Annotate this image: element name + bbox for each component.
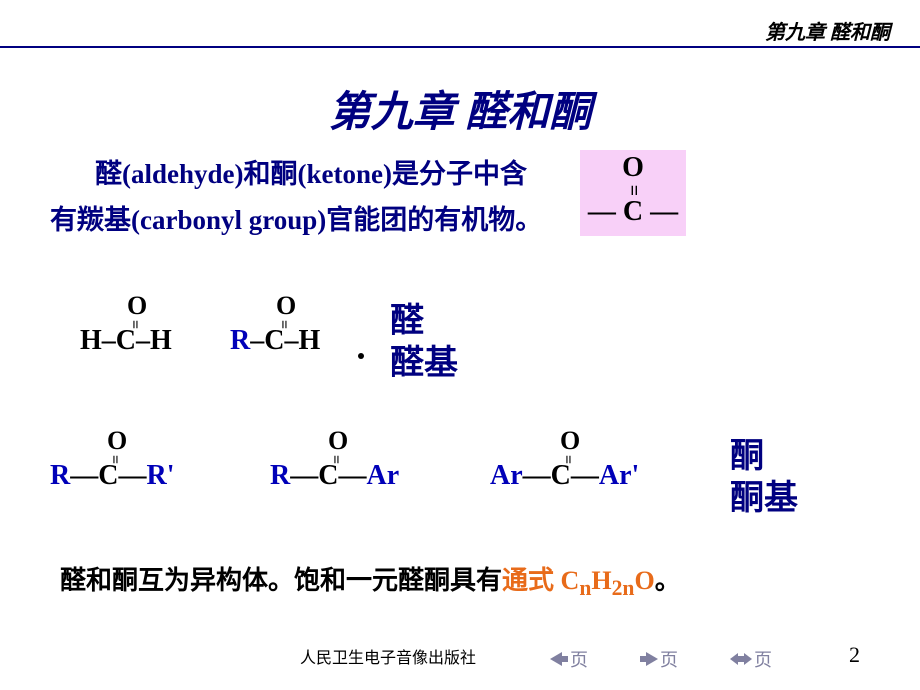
ketone-row: O = R—C—R' O = R—C—Ar O = Ar—C—Ar' 酮 酮基: [50, 420, 870, 520]
bottom-sentence: 醛和酮互为异构体。饱和一元醛酮具有通式 CnH2nO。: [60, 560, 681, 601]
footer-publisher: 人民卫生电子音像出版社: [300, 644, 476, 668]
left-h: H: [80, 325, 102, 356]
ketone-arar-structure: O = Ar—C—Ar': [490, 460, 639, 492]
page-title: 第九章 醛和酮: [0, 78, 920, 139]
c-atom: C: [551, 460, 571, 491]
nav-next-button[interactable]: 页: [640, 646, 678, 672]
o-atom: O: [107, 426, 127, 456]
right-h: H: [298, 325, 320, 356]
carbonyl-double-bond: =: [621, 185, 644, 194]
o-atom: O: [560, 426, 580, 456]
aldehyde-general-structure: O = R–C–H: [230, 325, 320, 357]
r-group: R: [270, 460, 290, 491]
double-bond-icon: =: [105, 455, 123, 463]
c-atom: C: [116, 325, 136, 356]
c-atom: C: [264, 325, 284, 356]
ar-group: Ar: [490, 460, 523, 491]
double-bond-icon: =: [125, 320, 143, 328]
arrow-right-icon: [640, 652, 658, 666]
bottom-orange: 通式: [502, 566, 561, 595]
r-group: R: [230, 325, 250, 356]
nav-home-button[interactable]: 页: [730, 646, 772, 672]
intro-text: 醛(aldehyde)和酮(ketone)是分子中含 有羰基(carbonyl …: [50, 152, 560, 244]
page-number: 2: [849, 642, 860, 668]
ketone-rr-structure: O = R—C—R': [50, 460, 174, 492]
bullet-icon: [358, 353, 364, 359]
formaldehyde-structure: O = H–C–H: [80, 325, 172, 357]
o-atom: O: [127, 291, 147, 321]
nav-prev-label: 页: [570, 646, 588, 672]
nav-next-label: 页: [660, 646, 678, 672]
carbonyl-c-row: — C —: [588, 196, 678, 227]
double-bond-icon: =: [326, 455, 344, 463]
carbonyl-structure-box: O = — C —: [580, 150, 686, 236]
aldehyde-row: O = H–C–H O = R–C–H 醛 醛基: [80, 285, 840, 385]
arrow-left-icon: [550, 652, 568, 666]
formula-n: n: [579, 576, 591, 600]
nav-prev-button[interactable]: 页: [550, 646, 588, 672]
carbonyl-oxygen: O: [622, 152, 644, 184]
aldehyde-group-label: 醛基: [390, 335, 458, 384]
arrow-return-icon: [730, 652, 752, 666]
double-bond-icon: =: [274, 320, 292, 328]
ketone-rar-structure: O = R—C—Ar: [270, 460, 399, 492]
o-atom: O: [328, 426, 348, 456]
header-chapter-label: 第九章 醛和酮: [765, 16, 890, 45]
c-atom: C: [318, 460, 338, 491]
formula-h: H: [591, 566, 611, 595]
r-group: R: [50, 460, 70, 491]
ar-prime-group: Ar': [599, 460, 639, 491]
header-divider: [0, 46, 920, 48]
r-prime-group: R': [146, 460, 174, 491]
o-atom: O: [276, 291, 296, 321]
bottom-pre: 醛和酮互为异构体。饱和一元醛酮具有: [60, 566, 502, 595]
c-atom: C: [98, 460, 118, 491]
intro-line1: 醛(aldehyde)和酮(ketone)是分子中含: [95, 159, 527, 189]
formula-2n: 2n: [612, 576, 635, 600]
ketone-group-label: 酮基: [730, 470, 798, 519]
carbonyl-structure: O = — C —: [588, 196, 678, 228]
ar-group: Ar: [366, 460, 399, 491]
formula-o: O: [634, 566, 654, 595]
right-h: H: [150, 325, 172, 356]
formula-c: C: [561, 566, 580, 595]
nav-home-label: 页: [754, 646, 772, 672]
double-bond-icon: =: [558, 455, 576, 463]
bottom-end: 。: [655, 566, 681, 595]
intro-line2: 有羰基(carbonyl group)官能团的有机物。: [50, 205, 542, 235]
